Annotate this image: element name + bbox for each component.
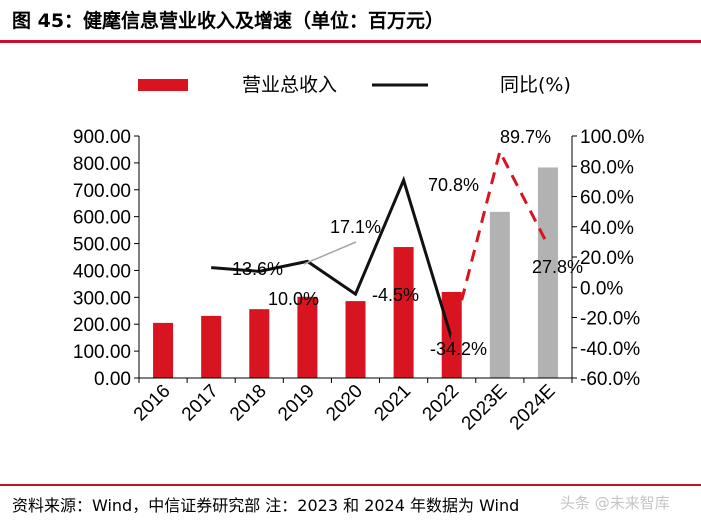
bar-2023E xyxy=(489,211,510,378)
y-left-tick-label: 100.00 xyxy=(73,342,131,363)
chart-title: 图 45：健麾信息营业收入及增速（单位：百万元） xyxy=(12,10,445,32)
y-left-tick-label: 200.00 xyxy=(73,315,131,336)
x-tick-label-2016: 2016 xyxy=(130,381,175,426)
y-left-tick-label: 600.00 xyxy=(73,208,131,229)
x-tick-label-2024E: 2024E xyxy=(506,381,560,435)
bar-2024E xyxy=(537,167,558,378)
bar-2021 xyxy=(393,247,414,378)
title-rule xyxy=(0,40,701,43)
footer-rule xyxy=(0,484,701,486)
y-right-tick-label: 60.0% xyxy=(580,188,634,209)
y-right-tick-label: -40.0% xyxy=(580,339,640,360)
x-tick-label-2018: 2018 xyxy=(226,381,271,426)
y-right-tick-label: 80.0% xyxy=(580,157,634,178)
x-tick-label-2019: 2019 xyxy=(274,381,319,426)
y-left-tick-label: 700.00 xyxy=(73,181,131,202)
x-tick-label-2021: 2021 xyxy=(370,381,415,426)
y-right-tick-label: 40.0% xyxy=(580,218,634,239)
y-right-tick-label: -60.0% xyxy=(580,369,640,390)
y-left-tick-label: 0.00 xyxy=(94,369,131,390)
y-right-tick-label: 20.0% xyxy=(580,248,634,269)
legend-label-growth: 同比(%) xyxy=(500,74,571,96)
x-tick-label-2022: 2022 xyxy=(419,381,464,426)
line-series xyxy=(211,147,550,340)
y-left-tick-label: 800.00 xyxy=(73,154,131,175)
growth-line-actual xyxy=(211,175,454,340)
growth-label: 17.1% xyxy=(330,217,381,237)
growth-label: 13.6% xyxy=(232,259,283,279)
growth-label: -34.2% xyxy=(430,339,487,359)
y-left-tick-label: 900.00 xyxy=(73,127,131,148)
axes: 0.00 100.00 200.00 300.00 400.00 500.00 600.00… xyxy=(73,127,645,434)
growth-label: -4.5% xyxy=(372,285,419,305)
leader-line xyxy=(303,241,357,265)
bar-2018 xyxy=(249,309,270,378)
y-left-tick-label: 400.00 xyxy=(73,261,131,282)
bar-series xyxy=(153,167,558,378)
y-right-tick-label: -20.0% xyxy=(580,309,640,330)
growth-line-estimate xyxy=(450,147,550,340)
y-left-tick-label: 300.00 xyxy=(73,288,131,309)
bar-2017 xyxy=(201,315,222,378)
y-right-tick-label: 100.0% xyxy=(580,127,645,148)
watermark: 头条 @未来智库 xyxy=(560,494,670,512)
growth-label: 10.0% xyxy=(268,289,319,309)
growth-label: 89.7% xyxy=(500,127,551,147)
growth-label: 27.8% xyxy=(532,257,583,277)
legend-label-revenue: 营业总收入 xyxy=(242,74,337,96)
source-note: 资料来源：Wind，中信证券研究部 注：2023 和 2024 年数据为 Win… xyxy=(12,496,520,515)
growth-label: 70.8% xyxy=(428,175,479,195)
x-tick-label-2017: 2017 xyxy=(178,381,223,426)
bar-2019 xyxy=(297,296,318,378)
x-tick-label-2020: 2020 xyxy=(322,381,367,426)
x-tick-label-2023E: 2023E xyxy=(458,381,512,435)
bar-2016 xyxy=(153,322,174,378)
legend-swatch-revenue xyxy=(138,79,188,91)
annotations: 13.6% 10.0% 17.1% -4.5% 70.8% -34.2% 89.7% 27.8… xyxy=(232,127,583,359)
y-left-tick-label: 500.00 xyxy=(73,235,131,256)
y-right-tick-label: 0.0% xyxy=(580,278,623,299)
legend: 营业总收入 同比(%) xyxy=(138,74,571,96)
bar-2020 xyxy=(345,301,366,378)
